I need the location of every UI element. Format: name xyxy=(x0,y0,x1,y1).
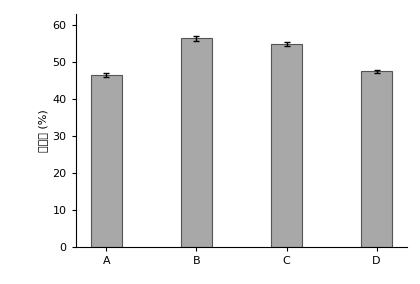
Bar xyxy=(91,75,122,247)
Bar xyxy=(271,44,302,247)
Bar xyxy=(361,72,392,247)
Bar xyxy=(181,38,212,247)
Y-axis label: 清除率 (%): 清除率 (%) xyxy=(38,109,48,152)
